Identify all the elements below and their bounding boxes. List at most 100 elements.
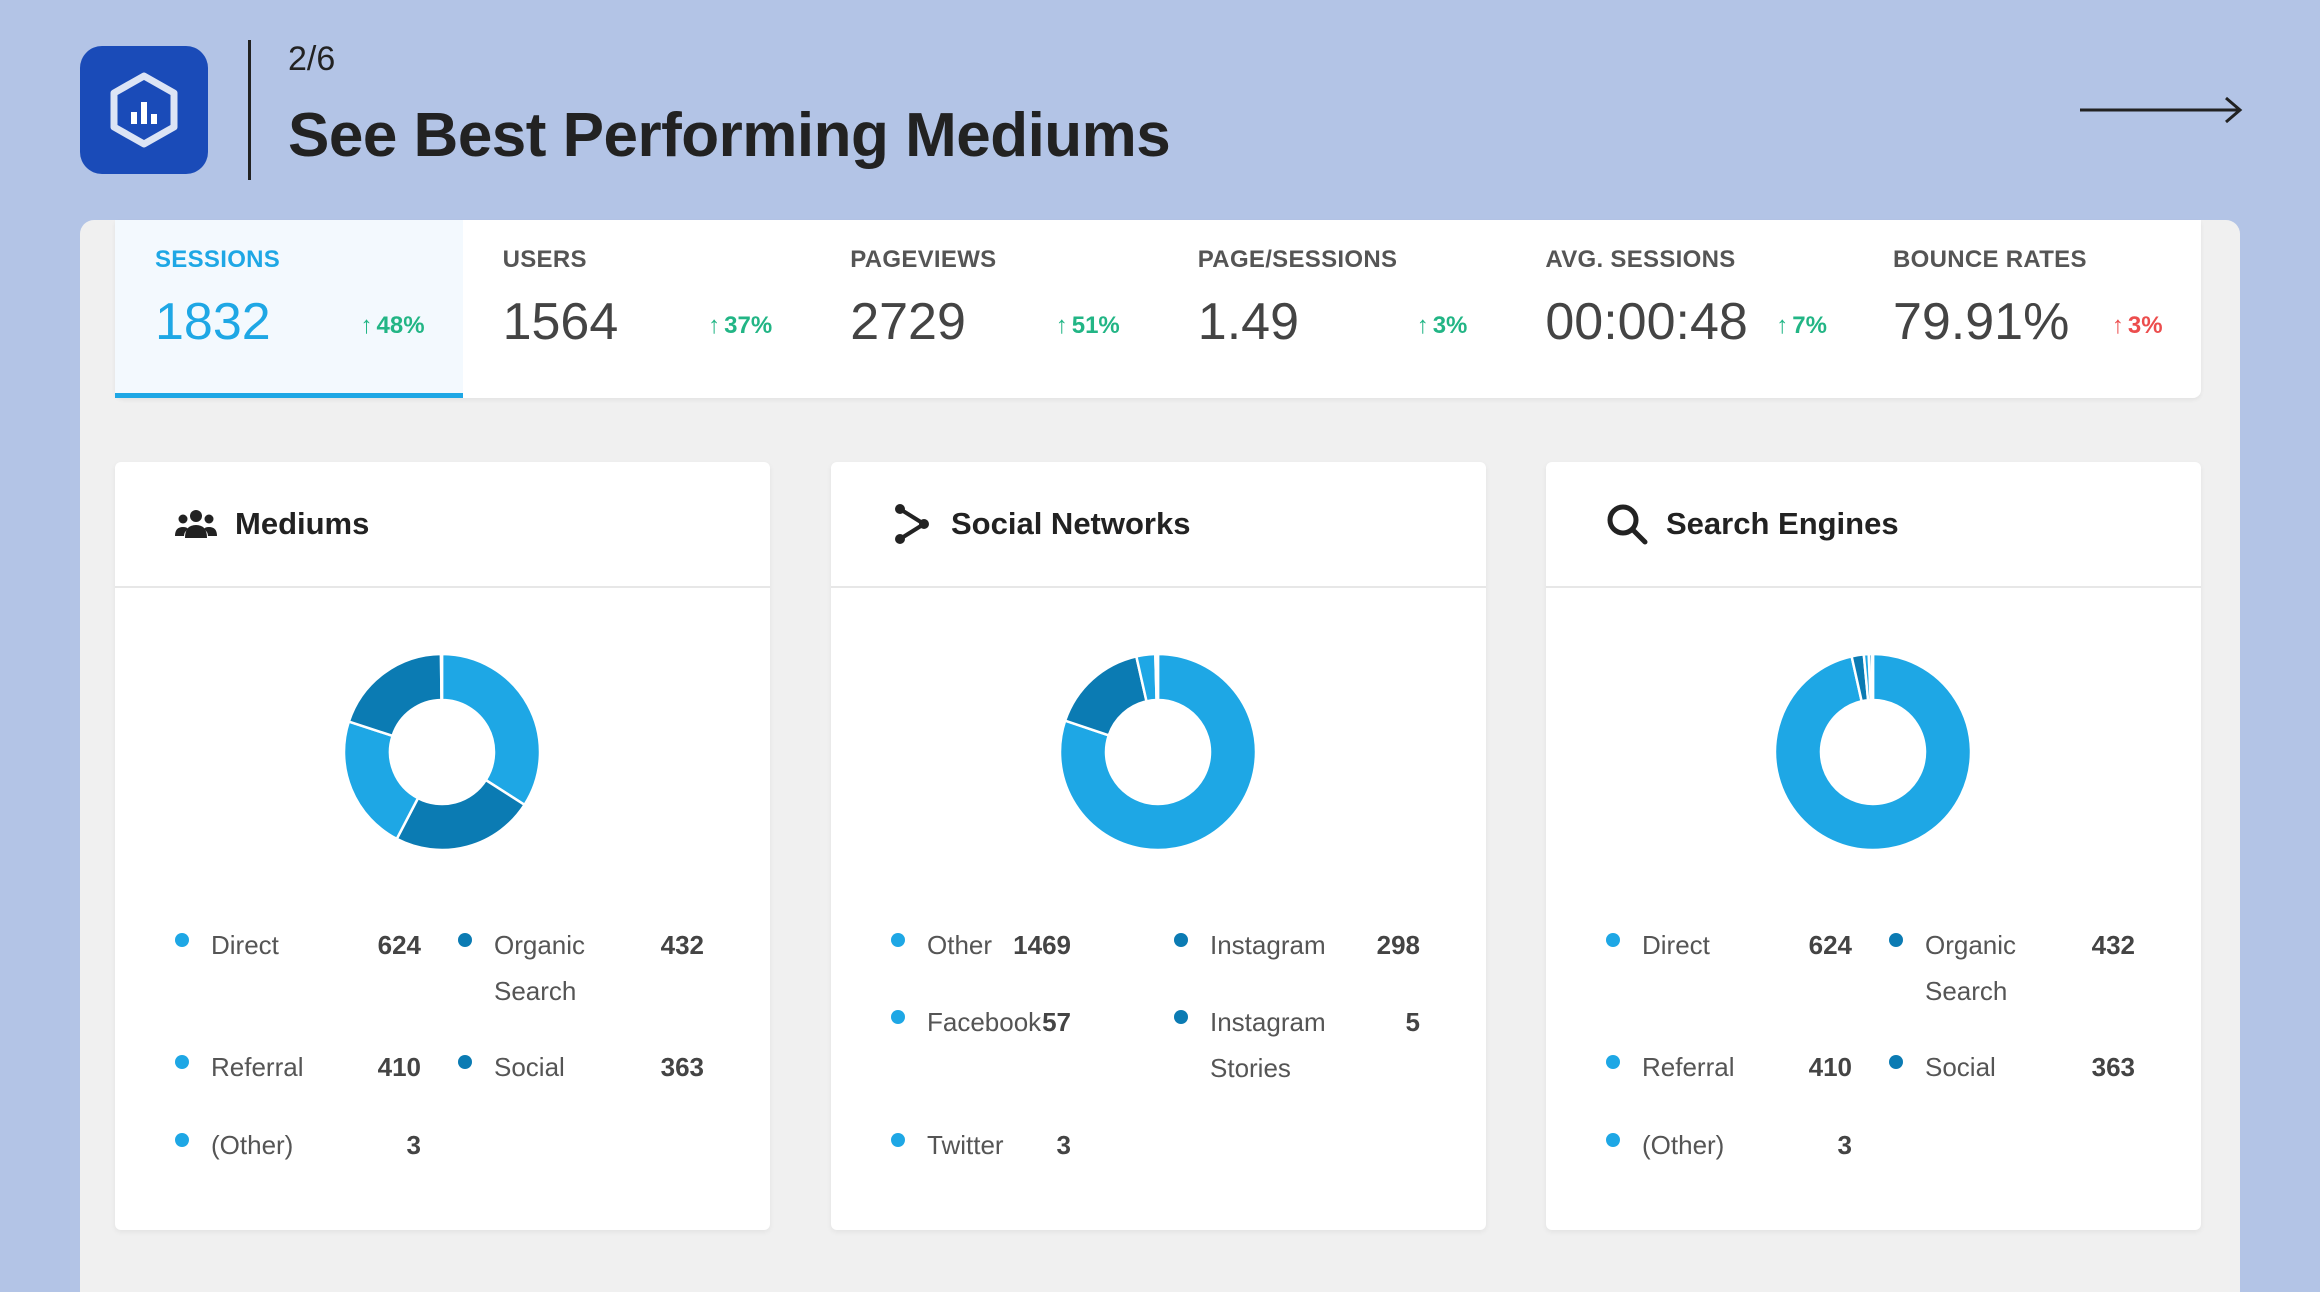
legend-value: 410 <box>1808 1052 1852 1082</box>
users-icon <box>175 503 217 545</box>
legend-value: 3 <box>406 1130 421 1160</box>
search-icon <box>1606 503 1648 545</box>
stat-change: ↑ 51% <box>1055 312 1120 339</box>
stat-label: SESSIONS <box>155 246 281 273</box>
stat-change: ↑ 7% <box>1776 312 1827 339</box>
stat-value: 79.91% <box>1892 293 2070 351</box>
donut-slice-other[interactable] <box>1870 652 1875 702</box>
tab-users[interactable]: USERS 1564 ↑ 37% <box>463 220 811 398</box>
legend-dot <box>1606 933 1620 947</box>
legend-value: 432 <box>2091 930 2135 960</box>
legend-dot <box>458 933 472 947</box>
share-icon <box>891 503 933 545</box>
donut-slice-direct[interactable] <box>440 652 542 807</box>
donut-slice-organic-search[interactable] <box>395 778 527 852</box>
donut-slice-social[interactable] <box>347 652 443 738</box>
legend-dot <box>1174 1010 1188 1024</box>
arrow-up-icon: ↑ <box>2111 312 2124 339</box>
card-header: Social Networks <box>831 462 1486 588</box>
card-header: Search Engines <box>1546 462 2201 588</box>
legend-dot <box>1174 933 1188 947</box>
legend-dot <box>175 1133 189 1147</box>
mediums-card: Mediums Direct 624 Organic Search 432 Re… <box>115 462 770 1230</box>
next-arrow-icon[interactable] <box>2080 92 2244 128</box>
legend-value: 410 <box>377 1052 421 1082</box>
legend-value: 57 <box>1042 1007 1071 1037</box>
arrow-up-icon: ↑ <box>1055 312 1068 339</box>
step-indicator: 2/6 <box>288 40 336 78</box>
header-divider <box>248 40 251 180</box>
app-logo <box>80 46 208 174</box>
legend-value: 5 <box>1405 1007 1420 1037</box>
legend-value: 298 <box>1376 930 1420 960</box>
legend-name: Instagram <box>1210 930 1326 960</box>
stat-change: ↑ 3% <box>2111 312 2163 339</box>
arrow-up-icon: ↑ <box>1416 312 1429 339</box>
legend-name: (Other) <box>211 1130 294 1160</box>
donut-slice-instagram[interactable] <box>1063 654 1148 737</box>
stat-value: 1.49 <box>1197 293 1299 351</box>
card-title: Social Networks <box>951 506 1191 541</box>
tab-sessions[interactable]: SESSIONS 1832 ↑ 48% <box>115 220 463 398</box>
legend-name: Social <box>494 1052 565 1082</box>
page-title: See Best Performing Mediums <box>288 101 1171 170</box>
stat-value: 2729 <box>850 293 966 351</box>
donut-slice-twitter[interactable] <box>1155 652 1160 702</box>
legend-value: 3 <box>1056 1130 1071 1160</box>
legend-value: 363 <box>2091 1052 2135 1082</box>
legend-value: 624 <box>377 930 421 960</box>
analytics-logo-icon <box>110 72 178 148</box>
legend-name: Referral <box>1642 1052 1735 1082</box>
tab-avg-sessions[interactable]: AVG. SESSIONS 00:00:48 ↑ 7% <box>1505 220 1853 398</box>
stat-value: 1564 <box>502 293 619 351</box>
legend-dot <box>175 1055 189 1069</box>
mediums-donut-chart <box>342 652 542 852</box>
legend-name: Referral <box>211 1052 304 1082</box>
legend-name: Social <box>1925 1052 1996 1082</box>
tab-page-sessions[interactable]: PAGE/SESSIONS 1.49 ↑ 3% <box>1158 220 1506 398</box>
legend-name: (Other) <box>1642 1130 1725 1160</box>
tab-pageviews[interactable]: PAGEVIEWS 2729 ↑ 51% <box>810 220 1158 398</box>
stat-value: 00:00:48 <box>1545 293 1748 351</box>
stat-value: 1832 <box>155 293 271 351</box>
stat-change: ↑ 48% <box>360 312 425 339</box>
stat-label: AVG. SESSIONS <box>1545 246 1736 273</box>
stat-label: PAGE/SESSIONS <box>1197 246 1398 273</box>
social-networks-donut-chart <box>1058 652 1258 852</box>
stat-change: ↑ 3% <box>1416 312 1468 339</box>
donut-slice-other[interactable] <box>1058 652 1258 852</box>
tab-bounce-rates[interactable]: BOUNCE RATES 79.91% ↑ 3% <box>1853 220 2201 398</box>
donut-slice-other[interactable] <box>439 652 444 702</box>
legend-dot <box>1889 1055 1903 1069</box>
legend-dot <box>1606 1133 1620 1147</box>
legend-name: Facebook <box>927 1007 1042 1037</box>
legend-dot <box>1889 933 1903 947</box>
card-title: Mediums <box>235 506 370 541</box>
legend-dot <box>891 933 905 947</box>
legend-value: 1469 <box>1013 930 1071 960</box>
donut-slice-google[interactable] <box>1773 652 1973 852</box>
legend-name: Organic Search <box>1925 930 2017 1006</box>
card-header: Mediums <box>115 462 770 588</box>
legend-name: Instagram Stories <box>1210 1007 1326 1083</box>
arrow-up-icon: ↑ <box>708 312 721 339</box>
search-engines-donut-chart <box>1773 652 1973 852</box>
legend-dot <box>458 1055 472 1069</box>
legend-dot <box>1606 1055 1620 1069</box>
legend-value: 3 <box>1837 1130 1852 1160</box>
stat-label: BOUNCE RATES <box>1892 246 2087 273</box>
legend-name: Twitter <box>927 1130 1004 1160</box>
legend-value: 363 <box>660 1052 704 1082</box>
arrow-up-icon: ↑ <box>360 312 373 339</box>
stat-label: USERS <box>502 246 587 273</box>
legend-name: Direct <box>211 930 279 960</box>
social-networks-card: Social Networks Other 1469 Instagram 298… <box>831 462 1486 1230</box>
legend-value: 432 <box>660 930 704 960</box>
legend-dot <box>891 1010 905 1024</box>
legend-value: 624 <box>1808 930 1852 960</box>
donut-slice-referral[interactable] <box>342 720 420 841</box>
legend-name: Direct <box>1642 930 1710 960</box>
stat-change: ↑ 37% <box>708 312 773 339</box>
search-engines-card: Search Engines Direct 624 Organic Search… <box>1546 462 2201 1230</box>
card-title: Search Engines <box>1666 506 1899 541</box>
